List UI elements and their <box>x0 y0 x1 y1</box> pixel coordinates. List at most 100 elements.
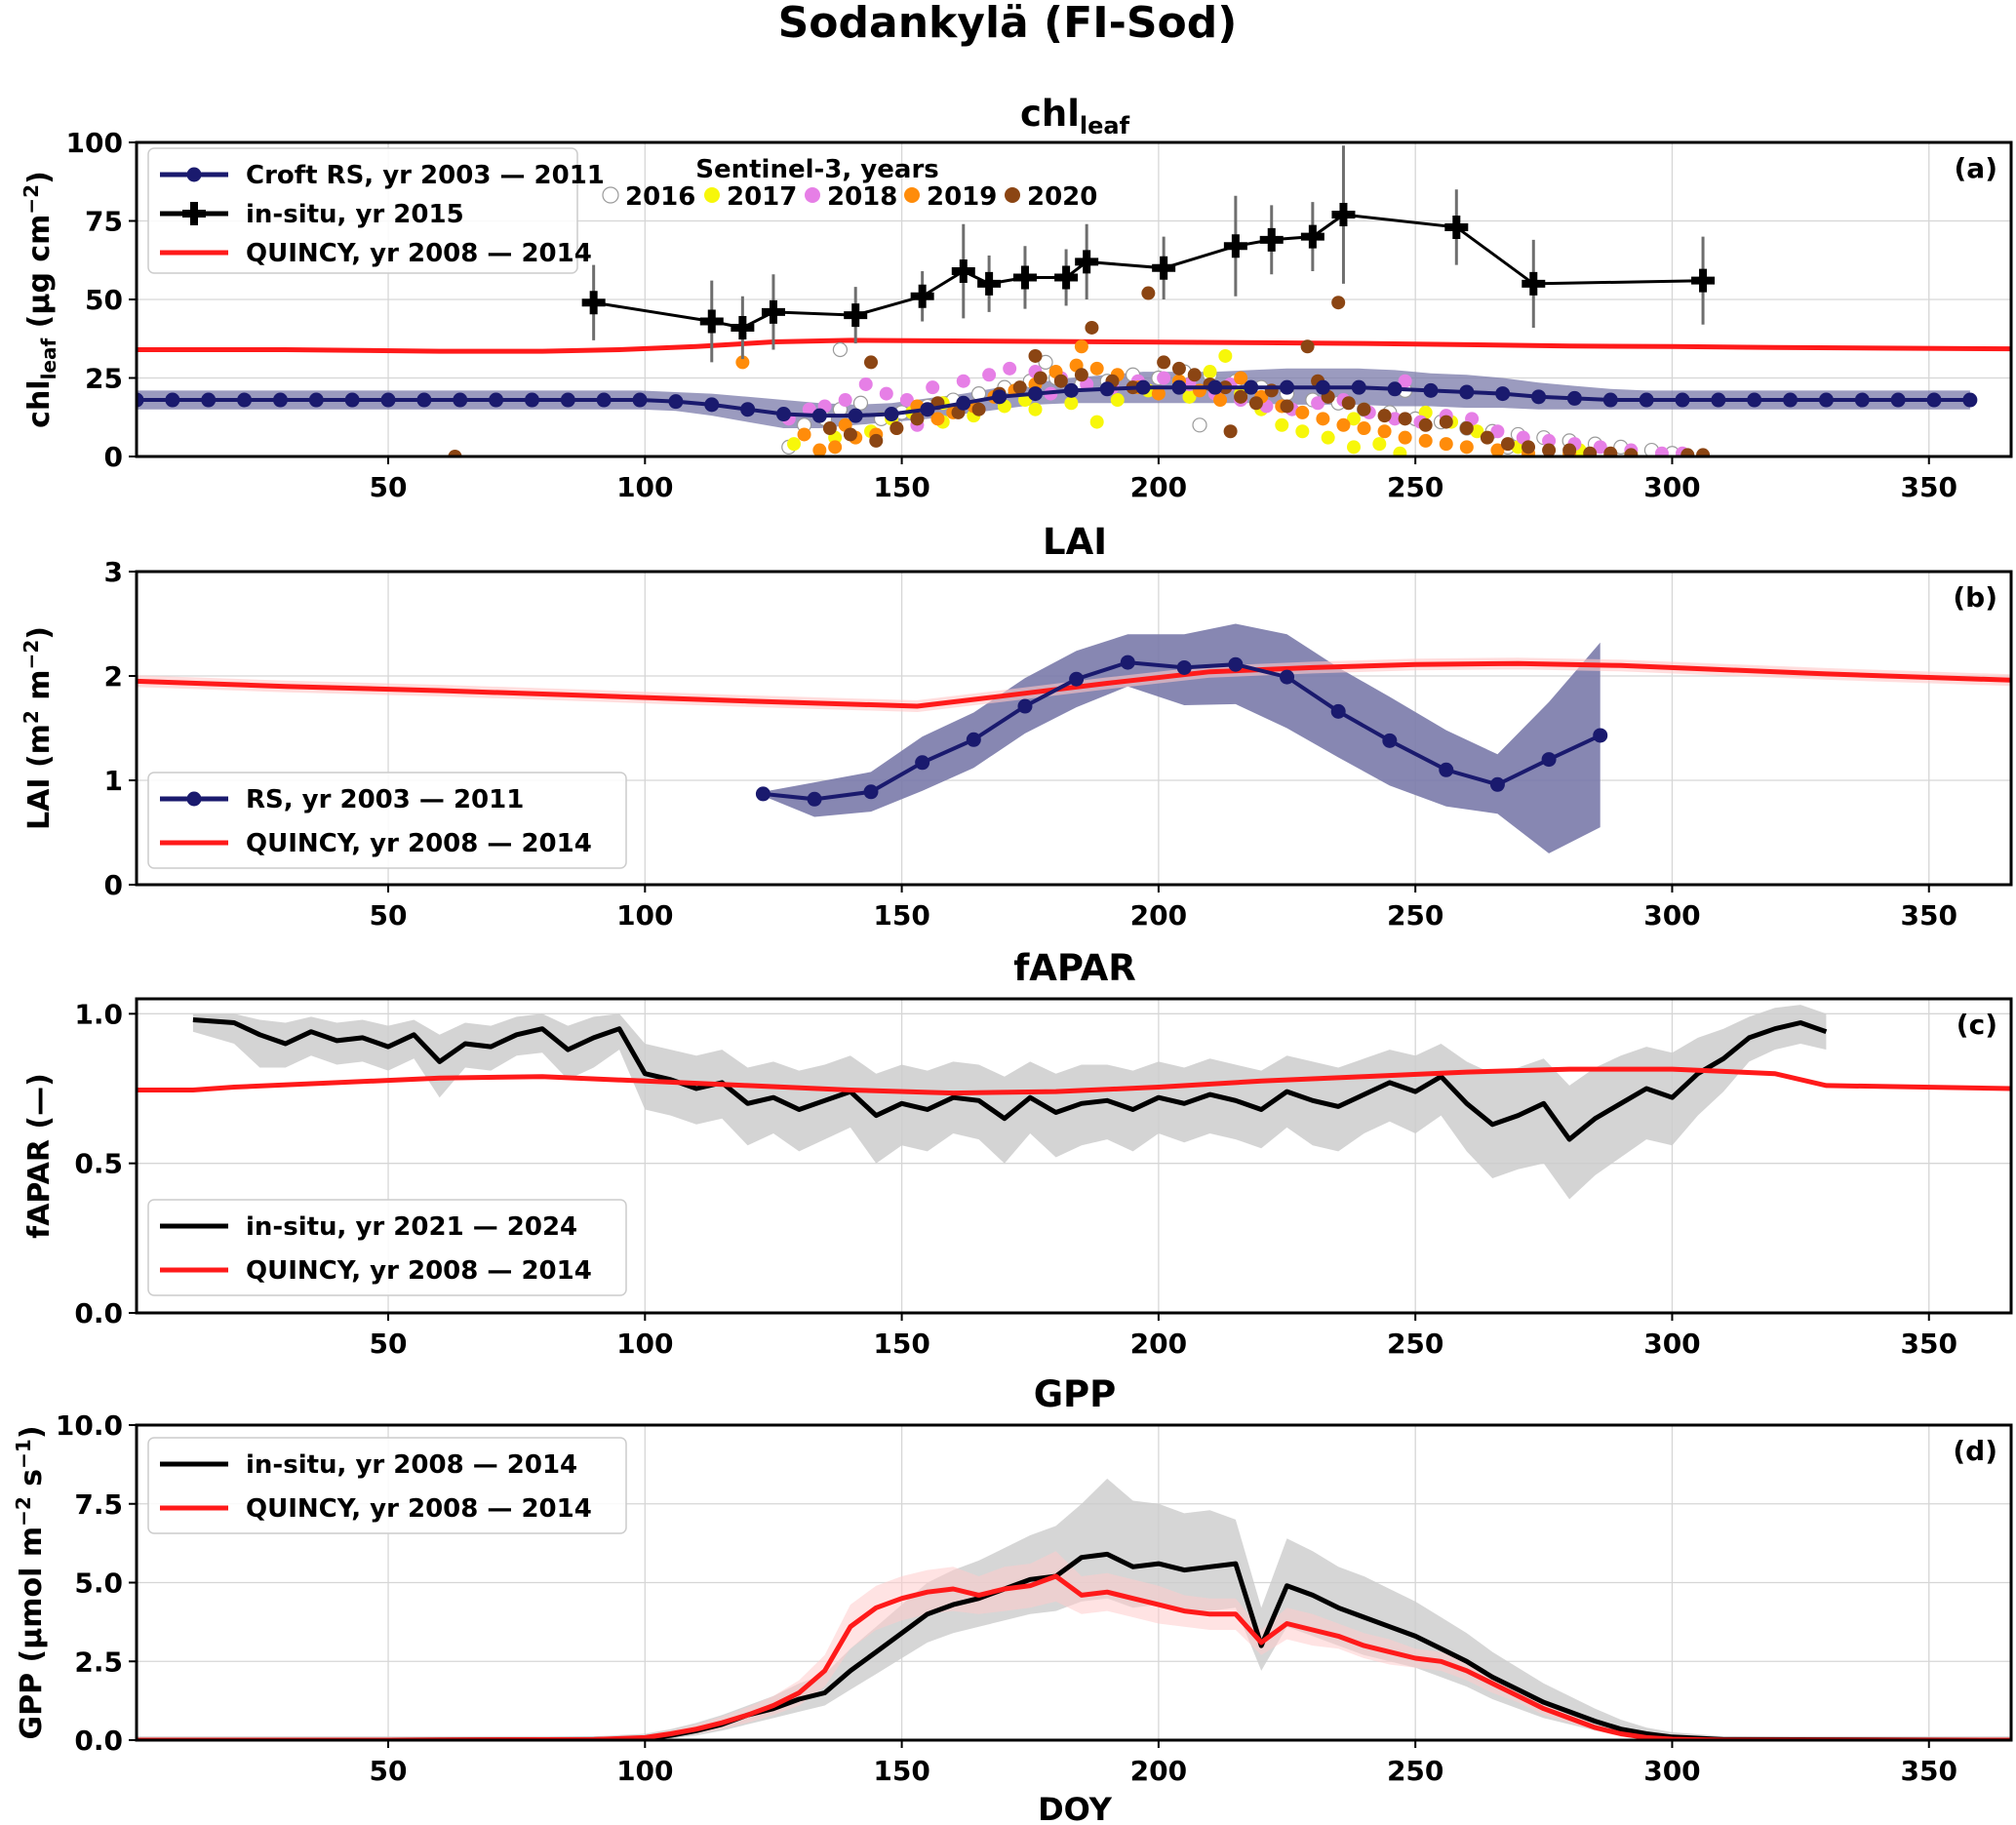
rs-point <box>1315 379 1330 395</box>
sentinel-point-2016 <box>1038 354 1053 370</box>
sentinel-point-2020 <box>1624 448 1639 456</box>
rs-point <box>775 407 791 422</box>
rs-point <box>1926 392 1942 408</box>
legend-box <box>147 147 578 274</box>
y-tick-label: 0.0 <box>74 1725 123 1757</box>
sentinel-legend-marker <box>602 186 619 204</box>
sentinel-point-2017 <box>1346 440 1361 455</box>
rs-point <box>1351 379 1366 395</box>
sentinel-point-2020 <box>1280 399 1294 414</box>
x-tick-label: 100 <box>616 1328 673 1360</box>
x-tick-label: 350 <box>1901 1755 1957 1787</box>
panel-tag: (c) <box>1957 1009 1997 1041</box>
insitu-point <box>1054 265 1079 290</box>
rs-point <box>1387 381 1403 397</box>
rs-point <box>1566 390 1582 406</box>
legend-marker <box>182 202 206 225</box>
rs-point <box>920 402 935 417</box>
rs-point <box>1028 386 1044 402</box>
sentinel-point-2020 <box>1331 296 1346 310</box>
rs-point <box>1489 776 1505 792</box>
sentinel-point-2017 <box>1089 415 1104 429</box>
x-tick-label: 250 <box>1387 899 1443 932</box>
x-tick-label: 50 <box>370 1328 408 1360</box>
sentinel-point-2019 <box>1234 371 1248 385</box>
insitu-point <box>910 284 934 308</box>
label-part: chl <box>1020 93 1080 135</box>
x-tick-label: 50 <box>370 1755 408 1787</box>
sentinel-point-2019 <box>1357 421 1371 436</box>
rs-point <box>1783 392 1799 408</box>
rs-point <box>1747 392 1762 408</box>
sentinel-point-2018 <box>858 377 873 391</box>
sentinel-point-2019 <box>1377 424 1392 439</box>
sentinel-point-2019 <box>1490 443 1505 456</box>
rs-point <box>1176 659 1192 675</box>
sentinel-point-2019 <box>930 412 945 426</box>
insitu-point <box>1522 271 1546 296</box>
legend: in-situ, yr 2008 — 2014 QUINCY, yr 2008 —… <box>147 1437 627 1534</box>
sentinel-point-2016 <box>832 341 849 358</box>
x-tick-label: 100 <box>616 471 673 503</box>
legend: in-situ, yr 2021 — 2024 QUINCY, yr 2008 —… <box>147 1199 627 1296</box>
sentinel-point-2020 <box>1562 443 1577 456</box>
y-axis-label: GPP (μmol m−2 s−1) <box>12 1425 49 1739</box>
sentinel-point-2018 <box>879 386 893 401</box>
sentinel-point-2017 <box>1110 393 1125 408</box>
x-tick-label: 350 <box>1901 471 1957 503</box>
rs-point <box>755 786 771 802</box>
y-axis-label: fAPAR (—) <box>22 1073 57 1239</box>
rs-point <box>1017 698 1033 714</box>
rs-point <box>848 408 863 423</box>
x-tick-label: 350 <box>1901 1328 1957 1360</box>
legend-box <box>147 1437 627 1534</box>
legend-box <box>147 772 627 869</box>
rs-point <box>915 755 930 771</box>
label-part: leaf <box>1080 112 1130 139</box>
sentinel-point-2018 <box>982 368 997 382</box>
x-tick-label: 100 <box>616 1755 673 1787</box>
sentinel-point-2019 <box>1295 405 1310 419</box>
insitu-point <box>1259 227 1284 252</box>
sentinel-point-2020 <box>869 433 884 448</box>
sentinel-point-2019 <box>735 355 750 370</box>
insitu-band <box>192 1005 1827 1200</box>
insitu-point <box>844 303 868 328</box>
rs-point <box>1207 379 1223 395</box>
rs-point <box>1069 671 1085 687</box>
panel-chl: 50 100 150 200 250 300 3500255075100chlleaf(a)… <box>20 93 2013 503</box>
sentinel-point-2018 <box>899 393 914 408</box>
label-part: ) <box>15 1425 49 1439</box>
rs-point <box>632 392 648 408</box>
plot-area <box>137 623 2011 853</box>
x-tick-label: 150 <box>873 1328 929 1360</box>
rs-point <box>1423 382 1439 398</box>
rs-point <box>1135 379 1151 395</box>
sentinel-point-2018 <box>1542 433 1557 448</box>
rs-point <box>380 392 396 408</box>
x-tick-label: 150 <box>873 899 929 932</box>
sentinel-point-2020 <box>1357 402 1371 417</box>
x-tick-label: 350 <box>1901 899 1957 932</box>
axes-frame <box>135 140 2013 458</box>
sentinel-point-2020 <box>1583 446 1598 456</box>
sentinel-point-2020 <box>1480 430 1494 445</box>
sentinel-point-2020 <box>1398 412 1412 426</box>
rs-point <box>453 392 468 408</box>
plot-area <box>137 145 2011 456</box>
rs-point <box>1120 655 1135 670</box>
legend-label: in-situ, yr 2008 — 2014 <box>246 1450 577 1480</box>
sentinel-point-2017 <box>1470 424 1484 439</box>
y-tick-label: 0.0 <box>74 1297 123 1329</box>
rs-point <box>524 392 539 408</box>
sentinel-point-2020 <box>1171 361 1186 376</box>
panel-tag: (d) <box>1953 1435 1997 1467</box>
legend-marker <box>186 791 202 807</box>
label-part: chl <box>22 379 57 427</box>
sentinel-point-2019 <box>828 440 843 455</box>
sentinel-point-2020 <box>843 427 857 442</box>
sentinel-legend-marker <box>805 187 820 203</box>
rs-point <box>272 392 288 408</box>
rs-point <box>201 392 217 408</box>
